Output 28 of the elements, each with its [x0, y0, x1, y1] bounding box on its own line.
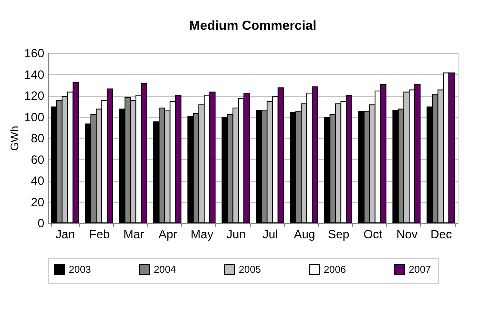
y-tick-label: 100: [24, 110, 45, 124]
x-tick-label: Oct: [364, 228, 384, 242]
y-tick-label: 80: [31, 132, 45, 146]
y-tick-label: 160: [24, 46, 45, 60]
chart-title: Medium Commercial: [189, 18, 317, 33]
legend-label: 2003: [69, 264, 92, 276]
x-tick-label: May: [190, 228, 214, 242]
x-tick-label: Aug: [294, 228, 316, 242]
legend-label: 2006: [324, 264, 347, 276]
x-tick-label: Mar: [124, 228, 144, 242]
x-tick-label: Dec: [430, 228, 452, 242]
legend-label: 2005: [239, 264, 262, 276]
legend-label: 2007: [409, 264, 432, 276]
x-tick-label: Jan: [56, 228, 76, 242]
x-tick-label: Jul: [262, 228, 278, 242]
x-tick-label: Jun: [226, 228, 246, 242]
y-tick-label: 0: [38, 216, 45, 230]
legend-label: 2004: [154, 264, 177, 276]
x-tick-label: Sep: [328, 228, 350, 242]
x-tick-label: Feb: [89, 228, 110, 242]
x-tick-label: Nov: [396, 228, 418, 242]
y-tick-label: 140: [24, 68, 45, 82]
y-tick-label: 40: [31, 174, 45, 188]
y-tick-label: 20: [31, 195, 45, 210]
y-axis-title: GWh: [9, 126, 22, 152]
y-tick-label: 60: [31, 152, 45, 167]
x-tick-label: Apr: [158, 228, 178, 242]
y-tick-label: 120: [24, 89, 45, 103]
